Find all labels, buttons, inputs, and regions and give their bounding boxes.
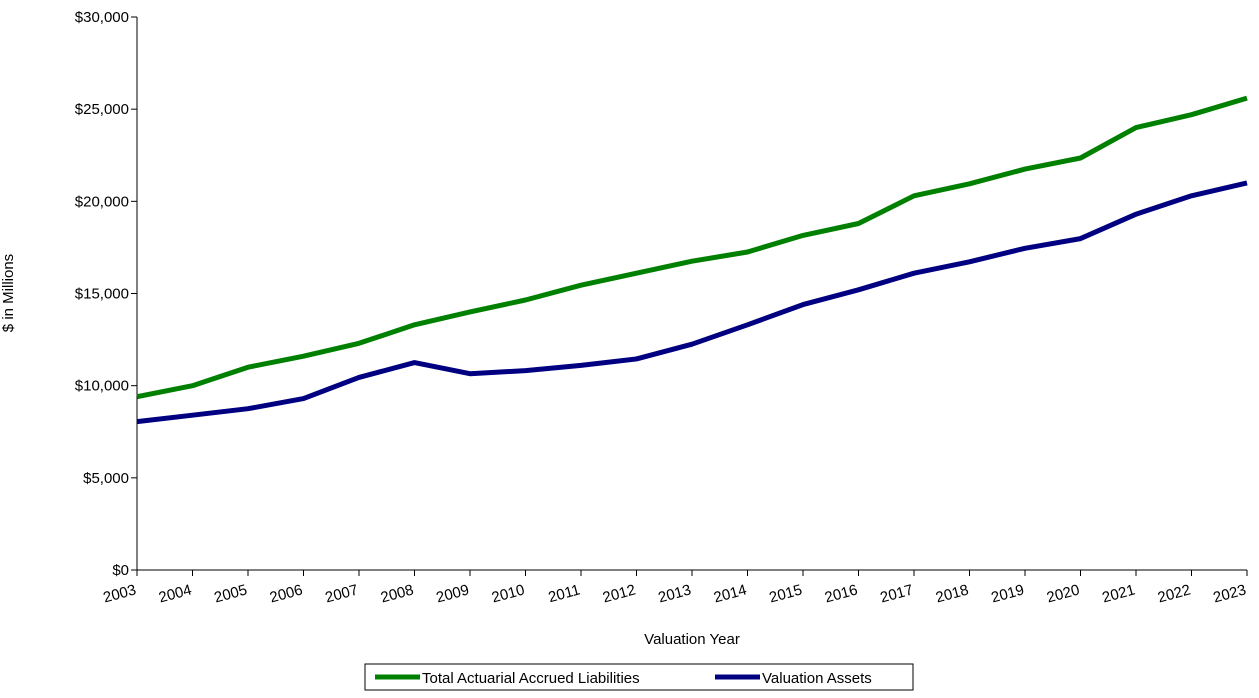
y-tick-label: $20,000 <box>75 193 129 210</box>
x-tick-label: 2007 <box>323 581 360 606</box>
x-tick-label: 2017 <box>878 581 915 606</box>
legend-label-assets: Valuation Assets <box>762 670 872 687</box>
legend: Total Actuarial Accrued Liabilities Valu… <box>364 663 914 691</box>
x-tick-label: 2020 <box>1045 581 1082 606</box>
x-tick-label: 2004 <box>157 581 194 606</box>
x-tick-label: 2022 <box>1156 581 1193 606</box>
x-tick-label: 2019 <box>989 581 1026 606</box>
x-tick-label: 2009 <box>434 581 471 606</box>
legend-frame <box>364 663 914 691</box>
x-tick-label: 2010 <box>490 581 527 606</box>
x-tick-label: 2023 <box>1211 581 1248 606</box>
x-axis: 2003 2004 2005 2006 2007 2008 2009 2010 2011 2012… <box>101 569 1248 607</box>
y-axis-title: $ in Millions <box>0 254 17 332</box>
y-tick-label: $10,000 <box>75 378 129 395</box>
y-axis: $0 $5,000 $10,000 $15,000 $20,000 $25,000 $30,… <box>75 9 138 579</box>
x-tick-label: 2018 <box>934 581 971 606</box>
x-tick-label: 2008 <box>379 581 416 606</box>
x-axis-title: Valuation Year <box>644 631 740 648</box>
x-tick-label: 2015 <box>767 581 804 606</box>
x-tick-label: 2021 <box>1100 581 1137 606</box>
x-tick-label: 2005 <box>212 581 249 606</box>
x-tick-label: 2014 <box>712 581 749 606</box>
x-tick-label: 2006 <box>268 581 305 606</box>
x-tick-label: 2003 <box>101 581 138 606</box>
series-line-liabilities <box>136 95 1248 400</box>
series-lines <box>136 95 1248 425</box>
x-tick-label: 2011 <box>546 581 582 606</box>
y-tick-label: $30,000 <box>75 9 129 26</box>
x-tick-label: 2013 <box>656 581 693 606</box>
y-tick-label: $15,000 <box>75 286 129 303</box>
x-tick-label: 2012 <box>601 581 638 606</box>
y-tick-label: $5,000 <box>83 470 129 487</box>
y-tick-label: $25,000 <box>75 101 129 118</box>
legend-label-liabilities: Total Actuarial Accrued Liabilities <box>422 670 640 687</box>
x-tick-label: 2016 <box>823 581 860 606</box>
y-tick-label: $0 <box>112 562 129 579</box>
series-line-assets <box>136 180 1248 425</box>
